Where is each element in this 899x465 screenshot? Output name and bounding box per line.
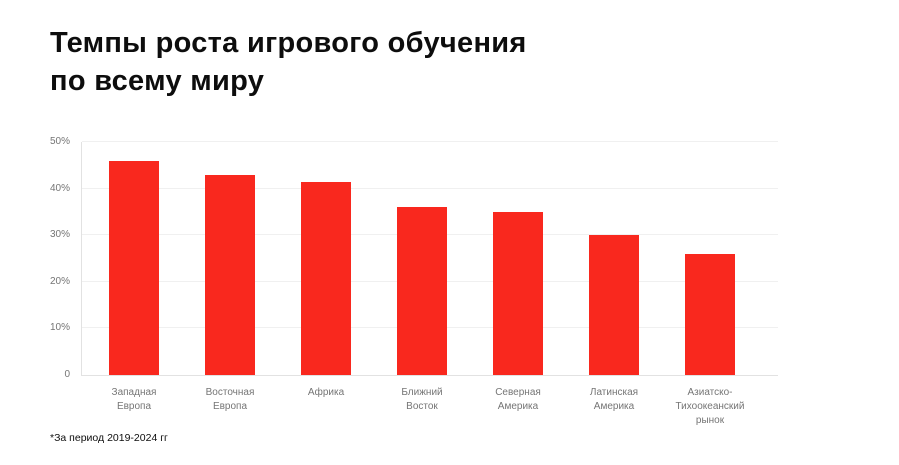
page-title: Темпы роста игрового обучения по всему м…: [50, 24, 527, 100]
bar-column: [86, 142, 182, 375]
x-axis-label: Восточная Европа: [182, 386, 278, 428]
x-axis-label-line: Африка: [307, 387, 345, 398]
bar-column: [182, 142, 278, 375]
x-axis-label: Латинская Америка: [566, 386, 662, 428]
x-axis-label: Африка: [278, 386, 374, 428]
y-tick-label: 50%: [49, 136, 70, 147]
page-title-line1: Темпы роста игрового обучения: [50, 27, 527, 59]
bar-4: [397, 207, 447, 375]
bar-column: [662, 142, 758, 375]
y-tick-label: 40%: [49, 182, 70, 194]
x-axis-label-line: Восточная: [205, 387, 255, 398]
bar-7: [685, 253, 735, 375]
x-axis-label: Западная Европа: [86, 386, 182, 428]
bar-6: [589, 235, 639, 375]
y-tick-label: 30%: [49, 229, 70, 241]
x-axis-label-line: Латинская: [589, 387, 639, 398]
gridline: [82, 187, 778, 189]
x-axis-label-line: Ближний: [401, 387, 443, 398]
x-axis-label-line: Европа: [116, 401, 152, 412]
bar-column: [278, 142, 374, 375]
bars: [86, 142, 758, 375]
x-axis-label-line: Америка: [593, 401, 635, 412]
y-tick-label: 20%: [49, 275, 70, 287]
bar-2: [205, 174, 255, 375]
x-axis-label-line: Америка: [497, 401, 539, 412]
gridline: [82, 141, 778, 142]
x-axis-label-line: Восток: [406, 401, 438, 412]
y-axis: 0 10% 20% 30% 40% 50%: [49, 137, 81, 380]
x-axis-labels: Западная Европа Восточная Европа Африка Ближн…: [86, 386, 758, 428]
bar-1: [109, 160, 159, 375]
footnote: *За период 2019-2024 гг: [50, 432, 168, 444]
bar-column: [374, 142, 470, 375]
x-axis-label: Северная Америка: [470, 386, 566, 428]
bar-column: [470, 142, 566, 375]
x-axis-label-line: рынок: [695, 415, 725, 426]
x-axis-label-line: Тихоокеанский: [675, 401, 745, 412]
bar-5: [493, 211, 543, 375]
y-tick-label: 0: [64, 369, 70, 380]
page-title-line2: по всему миру: [50, 65, 265, 97]
x-axis-label: Ближний Восток: [374, 386, 470, 428]
plot-area: [81, 141, 778, 376]
x-axis-label-line: Европа: [212, 401, 248, 412]
y-tick-label: 10%: [49, 322, 70, 334]
bar-chart: 0 10% 20% 30% 40% 50% Западная Европа Восточная…: [49, 137, 778, 428]
x-axis-label-line: Азиатско-: [687, 387, 733, 398]
chart-row: 0 10% 20% 30% 40% 50%: [49, 137, 778, 380]
x-axis-label-line: Северная: [495, 387, 541, 398]
bar-3: [301, 181, 351, 375]
x-axis-label: Азиатско- Тихоокеанский рынок: [662, 386, 758, 428]
bar-column: [566, 142, 662, 375]
x-axis-label-line: Западная: [111, 387, 157, 398]
